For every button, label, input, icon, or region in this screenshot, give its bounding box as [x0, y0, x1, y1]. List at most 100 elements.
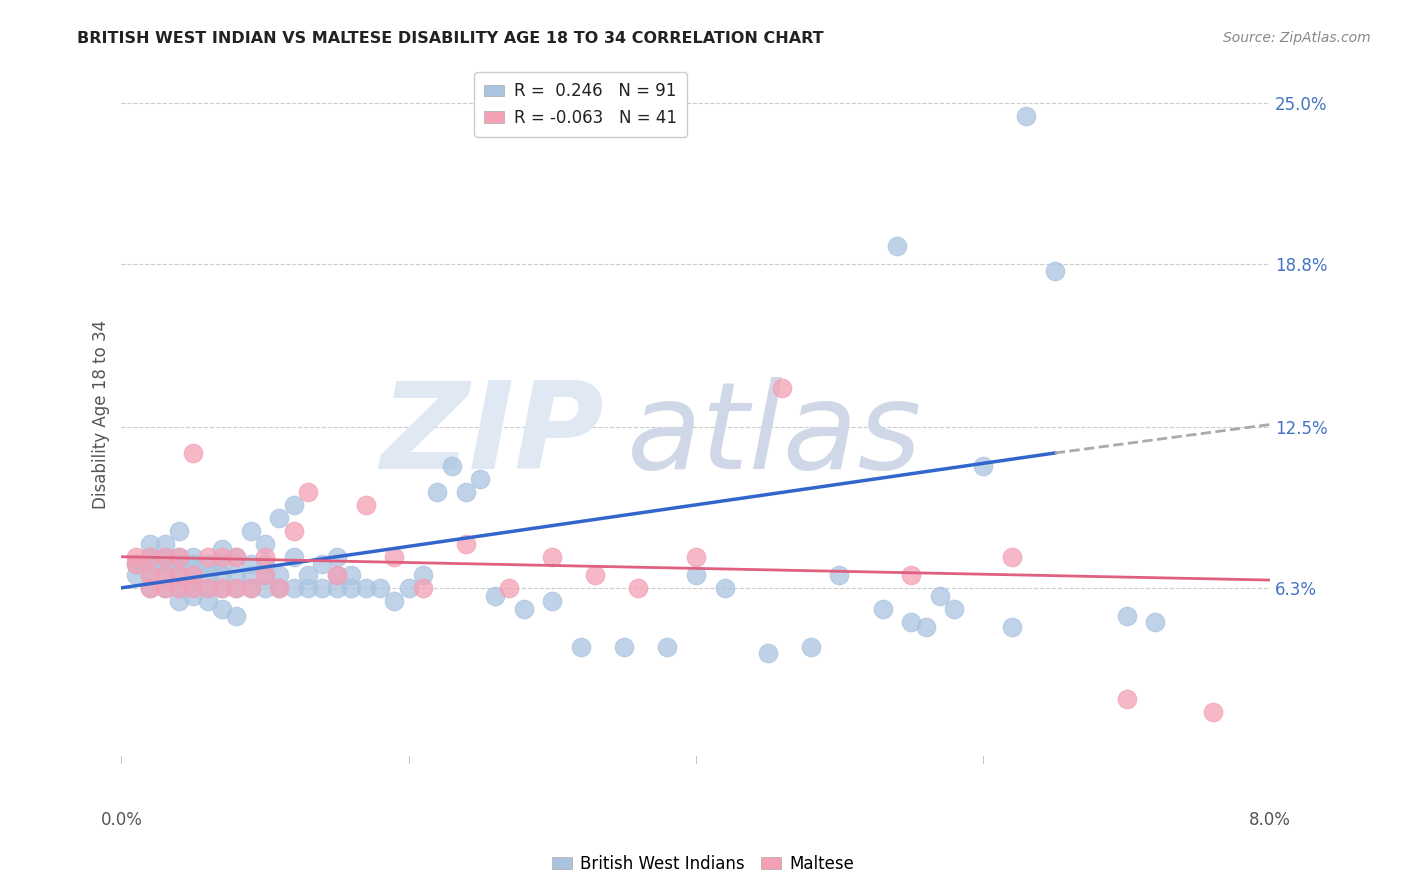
Point: [569, 640, 592, 655]
Point: [239, 524, 262, 538]
Point: [197, 581, 219, 595]
Point: [283, 498, 305, 512]
Point: [153, 549, 176, 564]
Point: [541, 549, 564, 564]
Point: [139, 537, 162, 551]
Point: [153, 567, 176, 582]
Point: [139, 549, 162, 564]
Point: [412, 581, 434, 595]
Point: [454, 484, 477, 499]
Point: [239, 558, 262, 572]
Point: [943, 601, 966, 615]
Point: [326, 567, 349, 582]
Legend: R =  0.246   N = 91, R = -0.063   N = 41: R = 0.246 N = 91, R = -0.063 N = 41: [474, 72, 688, 136]
Point: [211, 601, 233, 615]
Point: [211, 567, 233, 582]
Point: [167, 581, 190, 595]
Text: atlas: atlas: [627, 376, 922, 493]
Point: [1043, 264, 1066, 278]
Point: [283, 524, 305, 538]
Point: [269, 581, 291, 595]
Point: [541, 594, 564, 608]
Point: [685, 567, 707, 582]
Point: [239, 581, 262, 595]
Point: [167, 567, 190, 582]
Point: [1001, 620, 1024, 634]
Point: [1115, 609, 1137, 624]
Point: [470, 472, 492, 486]
Point: [583, 567, 606, 582]
Point: [239, 581, 262, 595]
Point: [484, 589, 506, 603]
Point: [139, 567, 162, 582]
Point: [326, 581, 349, 595]
Point: [197, 549, 219, 564]
Point: [181, 558, 204, 572]
Point: [655, 640, 678, 655]
Point: [613, 640, 636, 655]
Point: [886, 238, 908, 252]
Point: [269, 567, 291, 582]
Point: [181, 589, 204, 603]
Point: [167, 558, 190, 572]
Point: [211, 581, 233, 595]
Point: [139, 581, 162, 595]
Point: [153, 558, 176, 572]
Point: [914, 620, 936, 634]
Point: [181, 581, 204, 595]
Point: [167, 549, 190, 564]
Point: [426, 484, 449, 499]
Point: [181, 567, 204, 582]
Point: [1202, 706, 1225, 720]
Point: [181, 549, 204, 564]
Point: [685, 549, 707, 564]
Point: [800, 640, 823, 655]
Y-axis label: Disability Age 18 to 34: Disability Age 18 to 34: [93, 319, 110, 508]
Point: [153, 581, 176, 595]
Point: [153, 581, 176, 595]
Text: BRITISH WEST INDIAN VS MALTESE DISABILITY AGE 18 TO 34 CORRELATION CHART: BRITISH WEST INDIAN VS MALTESE DISABILIT…: [77, 31, 824, 46]
Point: [254, 567, 277, 582]
Text: ZIP: ZIP: [380, 376, 605, 493]
Point: [269, 511, 291, 525]
Point: [254, 558, 277, 572]
Point: [197, 581, 219, 595]
Point: [211, 549, 233, 564]
Point: [340, 581, 363, 595]
Legend: British West Indians, Maltese: British West Indians, Maltese: [546, 848, 860, 880]
Point: [398, 581, 420, 595]
Point: [153, 549, 176, 564]
Point: [181, 446, 204, 460]
Point: [929, 589, 952, 603]
Point: [354, 581, 377, 595]
Point: [368, 581, 391, 595]
Point: [254, 549, 277, 564]
Point: [297, 567, 319, 582]
Point: [756, 646, 779, 660]
Point: [153, 567, 176, 582]
Point: [239, 567, 262, 582]
Point: [454, 537, 477, 551]
Point: [125, 567, 148, 582]
Point: [900, 615, 922, 629]
Point: [340, 567, 363, 582]
Point: [254, 537, 277, 551]
Point: [1001, 549, 1024, 564]
Point: [225, 581, 247, 595]
Point: [153, 537, 176, 551]
Point: [512, 601, 534, 615]
Point: [125, 558, 148, 572]
Point: [125, 558, 148, 572]
Point: [139, 549, 162, 564]
Point: [254, 581, 277, 595]
Point: [440, 458, 463, 473]
Point: [713, 581, 735, 595]
Point: [770, 381, 793, 395]
Point: [211, 541, 233, 556]
Point: [181, 581, 204, 595]
Point: [326, 549, 349, 564]
Point: [1144, 615, 1167, 629]
Point: [139, 558, 162, 572]
Point: [297, 484, 319, 499]
Point: [382, 549, 405, 564]
